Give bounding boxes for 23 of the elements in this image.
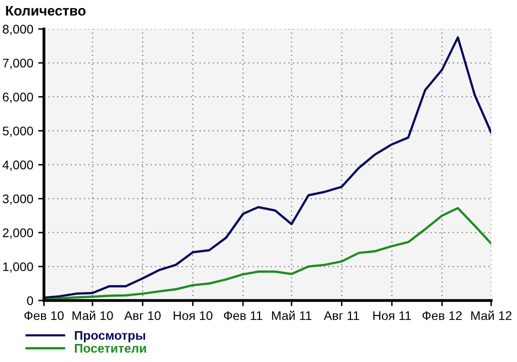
- y-tick-label: 6,000: [2, 92, 34, 103]
- y-tick-label: 1,000: [3, 262, 34, 273]
- y-tick-label: 7,000: [2, 58, 34, 70]
- x-tick-label: Авг 11: [324, 311, 360, 320]
- line-series: [44, 36, 492, 299]
- x-tick-label: Фев 10: [24, 311, 64, 320]
- x-tick-label: Фев 11: [224, 311, 262, 320]
- y-tick-label: 5,000: [2, 126, 34, 137]
- x-tick-label: Ноя 10: [174, 311, 212, 320]
- chart-title: Количество: [6, 6, 86, 16]
- x-tick-label: Май 12: [471, 310, 512, 320]
- x-tick-label: Май 10: [72, 310, 113, 320]
- y-tick-label: 0: [27, 296, 34, 306]
- legend-label: Просмотры: [74, 331, 146, 342]
- x-tick-label: Фев 12: [422, 311, 462, 320]
- y-tick-label: 2,000: [2, 228, 34, 239]
- y-tick-label: 4,000: [2, 160, 34, 171]
- x-tick-label: Ноя 11: [373, 311, 411, 320]
- legend-label: Посетители: [74, 344, 146, 353]
- y-tick-label: 3,000: [2, 194, 34, 205]
- x-tick-label: Май 11: [272, 310, 312, 320]
- x-tick-label: Авг 10: [124, 311, 161, 320]
- y-tick-label: 8,000: [2, 24, 34, 36]
